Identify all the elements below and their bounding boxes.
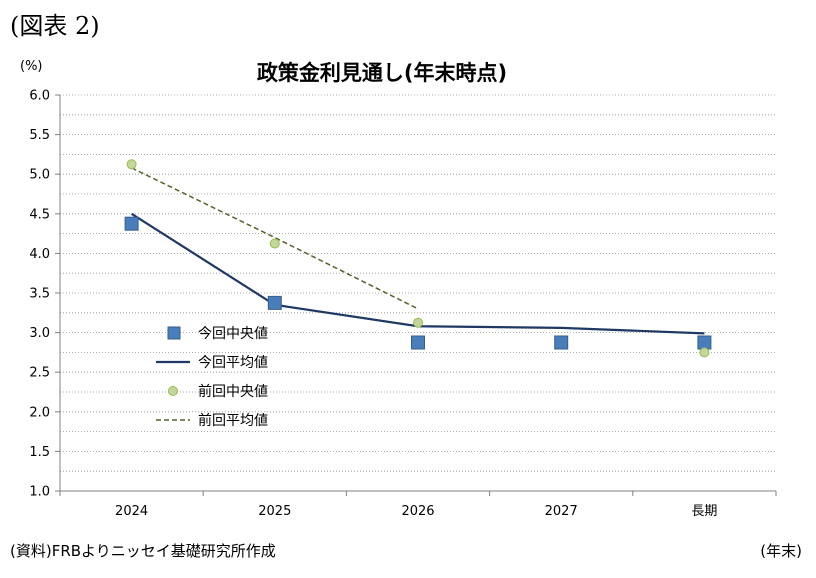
point-current-median [697,335,712,350]
legend-label: 今回中央値 [198,326,268,342]
y-tick-labels: 6.0 5.5 5.0 4.5 4.0 3.5 3.0 2.5 2.0 1.5 1.0 [29,89,50,500]
data-series [124,159,712,358]
y-tick-label: 6.0 [29,89,50,104]
chart-title: 政策金利見通し(年末時点) [257,61,507,85]
x-tick-label: 2026 [401,504,434,519]
y-tick-label: 3.0 [29,326,50,341]
point-previous-median [126,159,137,170]
series-line-previous-average [131,167,419,310]
year-end-note: (年末) [760,542,802,560]
y-tick-label: 3.5 [29,287,50,302]
point-previous-median [413,317,423,328]
legend-label: 前回平均値 [198,412,268,429]
y-tick-label: 5.0 [29,168,50,183]
source-note: (資料)FRBよりニッセイ基礎研究所作成 [10,542,276,560]
point-previous-median [269,238,280,249]
legend-swatch-current-median [167,326,181,340]
legend-label: 前回中央値 [198,383,268,400]
point-previous-median [699,347,710,358]
legend-swatch-previous-median [168,386,178,396]
point-current-median [554,335,569,350]
y-tick-label: 4.5 [29,207,50,222]
x-tick-label: 2024 [115,504,148,519]
y-tick-label: 1.5 [29,445,50,460]
x-tick-label: 2025 [258,504,291,519]
figure-label: (図表 2) [10,12,100,40]
x-tick-label: 長期 [691,504,717,519]
y-tick-label: 1.0 [29,485,50,500]
point-current-median [267,295,282,310]
axes [55,94,777,496]
point-current-median [411,335,425,350]
x-tick-labels: 2024 2025 2026 2027 長期 [115,504,717,519]
y-tick-label: 2.5 [29,366,50,381]
y-tick-label: 2.0 [29,405,50,420]
y-tick-label: 4.0 [29,247,50,262]
y-tick-label: 5.5 [29,128,50,143]
y-axis-unit-label: (%) [20,59,43,74]
x-tick-label: 2027 [545,504,578,519]
legend-label: 今回平均値 [198,355,268,371]
point-current-median [124,216,139,231]
gridlines [60,94,776,472]
